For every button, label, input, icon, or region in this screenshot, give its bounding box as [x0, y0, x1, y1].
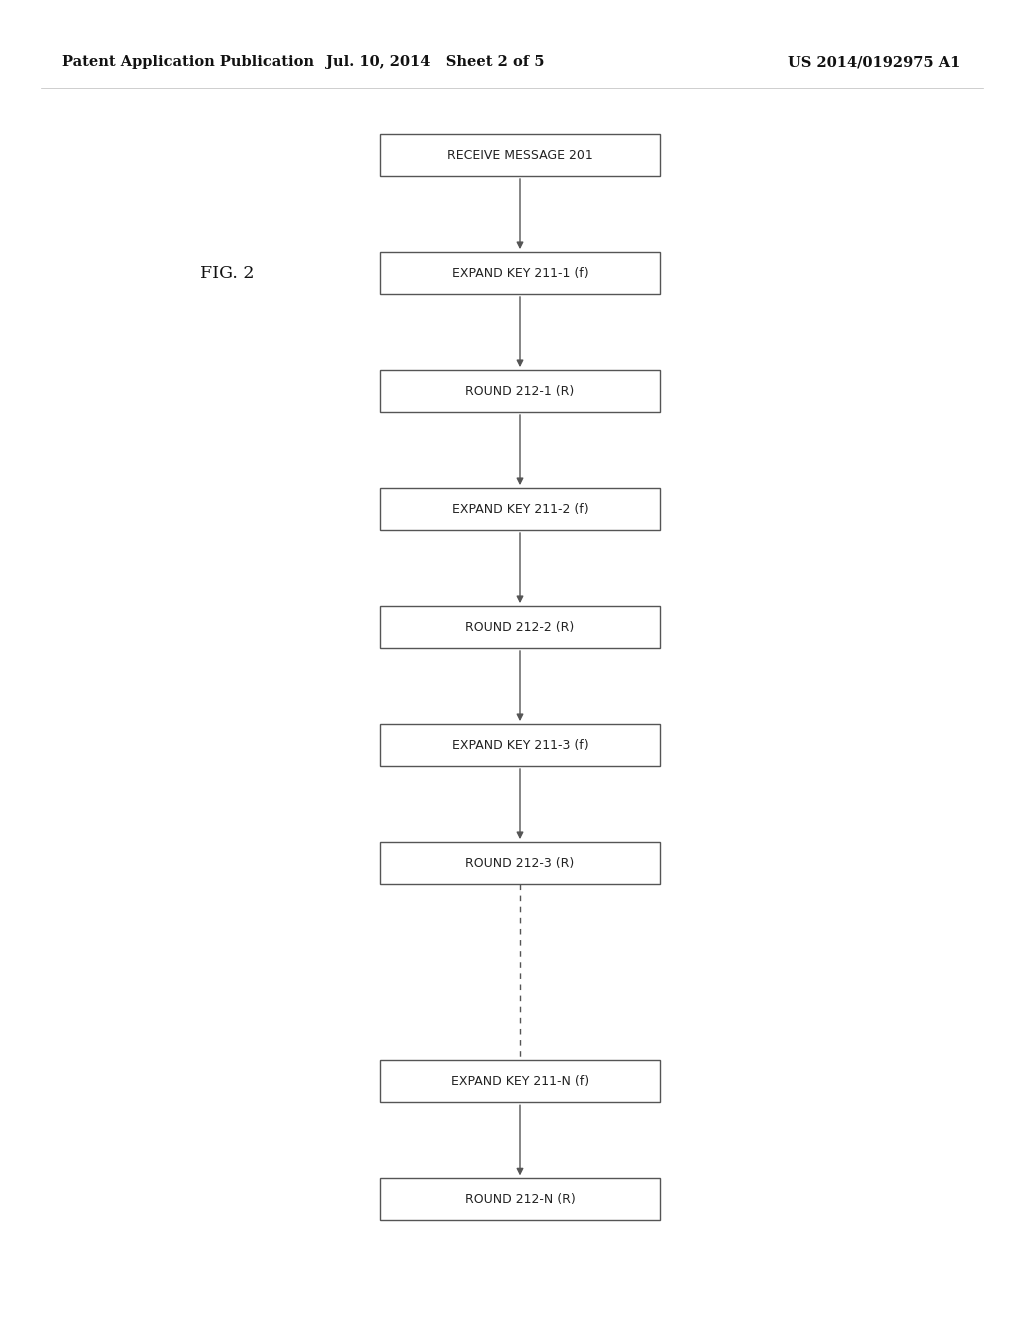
Text: Jul. 10, 2014   Sheet 2 of 5: Jul. 10, 2014 Sheet 2 of 5: [326, 55, 544, 69]
Text: RECEIVE MESSAGE 201: RECEIVE MESSAGE 201: [447, 149, 593, 161]
Text: ROUND 212-2 (R): ROUND 212-2 (R): [465, 620, 574, 634]
Bar: [380, 252, 660, 294]
Text: EXPAND KEY 211-3 (f): EXPAND KEY 211-3 (f): [452, 738, 589, 751]
Text: FIG. 2: FIG. 2: [200, 264, 255, 281]
Bar: [380, 606, 660, 648]
Bar: [380, 370, 660, 412]
Bar: [380, 135, 660, 176]
Text: ROUND 212-1 (R): ROUND 212-1 (R): [465, 384, 574, 397]
Text: EXPAND KEY 211-1 (f): EXPAND KEY 211-1 (f): [452, 267, 589, 280]
Bar: [380, 1179, 660, 1220]
Bar: [380, 1060, 660, 1102]
Text: US 2014/0192975 A1: US 2014/0192975 A1: [787, 55, 961, 69]
Bar: [380, 723, 660, 766]
Text: EXPAND KEY 211-2 (f): EXPAND KEY 211-2 (f): [452, 503, 589, 516]
Text: Patent Application Publication: Patent Application Publication: [62, 55, 314, 69]
Bar: [380, 842, 660, 884]
Text: ROUND 212-N (R): ROUND 212-N (R): [465, 1193, 575, 1205]
Text: ROUND 212-3 (R): ROUND 212-3 (R): [465, 857, 574, 870]
Text: EXPAND KEY 211-N (f): EXPAND KEY 211-N (f): [451, 1074, 589, 1088]
Bar: [380, 488, 660, 531]
